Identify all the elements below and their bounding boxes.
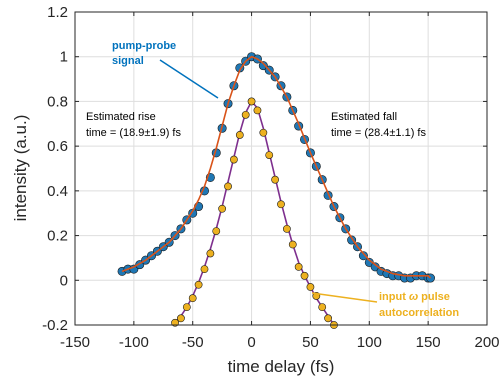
pump-probe-point (358, 251, 368, 261)
rise-time-line2: time = (18.9±1.9) fs (86, 127, 181, 139)
series-layer (117, 52, 435, 329)
x-tick-label: 200 (474, 334, 499, 351)
autocorrelation-point (235, 131, 244, 139)
fall-time-text: Estimated fall time = (28.4±1.1) fs (331, 111, 426, 139)
autocorrelation-point (247, 97, 256, 106)
autocorrelation-point (206, 249, 215, 258)
autocorrelation-point (277, 200, 285, 209)
fall-time-line1: Estimated fall (331, 111, 397, 123)
ticks: -150 -100 -50 0 50 100 150 200 -0.2 0 0.2 0.4 0.6 0.8… (42, 4, 499, 351)
x-tick-label: 0 (247, 334, 255, 351)
x-tick-label: -100 (119, 334, 149, 351)
autocorrelation-point (230, 155, 238, 164)
autocorrelation-point (288, 240, 297, 249)
autocorrelation-fit-line (172, 100, 335, 326)
autocorrelation-point (282, 224, 291, 233)
fall-time-line2: time = (28.4±1.1) fs (331, 127, 426, 139)
x-tick-label: -50 (182, 334, 204, 351)
plot-frame (74, 11, 488, 326)
pump-probe-label: pump-probe signal (112, 40, 179, 67)
autocorrelation-point (318, 303, 327, 312)
pump-probe-label-line1: pump-probe (112, 40, 176, 52)
pump-probe-arrow (159, 59, 219, 99)
autocorrelation-label-line1b: pulse (418, 291, 450, 303)
x-tick-label: 150 (416, 334, 441, 351)
autocorrelation-arrow (311, 292, 378, 303)
pump-probe-label-line2: signal (112, 55, 144, 67)
autocorrelation-label-line2: autocorrelation (379, 307, 459, 319)
autocorrelation-point (253, 106, 262, 115)
autocorrelation-point (218, 204, 227, 213)
x-tick-label: 100 (357, 334, 382, 351)
autocorrelation-point (224, 182, 232, 191)
y-tick-label: -0.2 (42, 317, 68, 334)
autocorrelation-point (324, 314, 332, 323)
autocorrelation-point (306, 283, 315, 291)
rise-time-line1: Estimated rise (86, 111, 156, 123)
autocorrelation-point (300, 271, 309, 280)
y-axis-label: intensity (a.u.) (11, 115, 30, 222)
autocorrelation-point (265, 151, 274, 159)
y-tick-label: 0.2 (47, 228, 68, 245)
autocorrelation-point (271, 175, 280, 184)
pump-probe-fit-line (121, 55, 432, 279)
y-tick-label: 0 (60, 272, 68, 289)
autocorrelation-label: input ω pulse autocorrelation (379, 291, 459, 319)
autocorrelation-point (241, 110, 250, 119)
y-tick-label: 0.6 (47, 138, 68, 155)
x-axis-label: time delay (fs) (228, 357, 335, 376)
autocorrelation-point (182, 303, 191, 312)
x-tick-label: -150 (60, 334, 90, 351)
y-tick-label: 0.4 (47, 183, 68, 200)
autocorrelation-point (259, 128, 268, 137)
autocorrelation-label-line1a: input (379, 291, 409, 303)
autocorrelation-point (200, 265, 209, 274)
y-tick-label: 0.8 (47, 93, 68, 110)
autocorrelation-point (294, 262, 303, 271)
autocorrelation-point (188, 294, 197, 303)
autocorrelation-label-omega: ω (409, 291, 418, 303)
rise-time-text: Estimated rise time = (18.9±1.9) fs (86, 111, 181, 139)
autocorrelation-point (212, 227, 221, 235)
autocorrelation-point (194, 280, 203, 289)
y-tick-label: 1 (60, 49, 68, 66)
x-tick-label: 50 (302, 334, 319, 351)
y-tick-label: 1.2 (47, 4, 68, 21)
autocorrelation-point (177, 314, 185, 323)
